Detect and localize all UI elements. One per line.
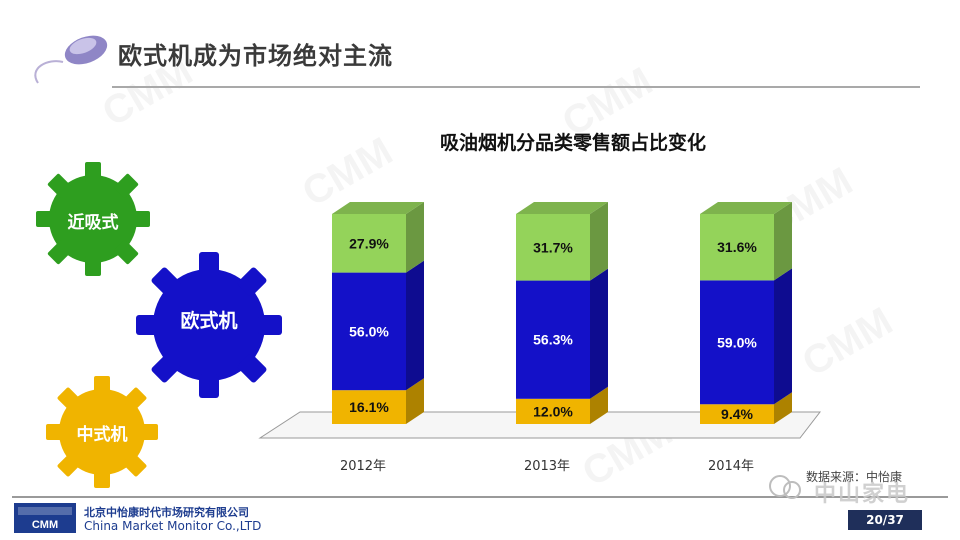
gear-european: 欧式机 — [134, 250, 284, 400]
gear-icon — [46, 376, 158, 488]
stacked-bar-chart: 16.1% 56.0% 27.9% 2012年 12.0% 56.3% 31.7% 2013年… — [258, 202, 822, 474]
company-name-cn: 北京中怡康时代市场研究有限公司 — [84, 506, 249, 519]
gear-near-suction: 近吸式 — [34, 160, 152, 278]
data-label: 31.7% — [533, 239, 573, 255]
cmm-logo: CMM — [14, 503, 76, 533]
bar-segment — [332, 390, 406, 424]
data-label: 16.1% — [349, 399, 389, 415]
page-number: 20/37 — [848, 510, 922, 530]
bar-segment — [516, 398, 590, 424]
bar-segment — [700, 404, 774, 424]
chart-title: 吸油烟机分品类零售额占比变化 — [440, 132, 707, 154]
wechat-watermark: 中山家电 — [814, 482, 911, 507]
bar-segment — [332, 214, 406, 273]
gear-icon — [136, 252, 282, 398]
bar-segment — [332, 272, 406, 391]
bar-segment — [700, 214, 774, 281]
x-tick-label: 2012年 — [340, 459, 386, 474]
bar-segment-side — [590, 268, 608, 399]
data-label: 12.0% — [533, 403, 573, 419]
footer-divider — [12, 496, 948, 498]
bar-segment — [700, 280, 774, 405]
gear-label: 欧式机 — [180, 310, 238, 332]
slide-title: 欧式机成为市场绝对主流 — [118, 42, 393, 70]
bar-segment-side — [590, 202, 608, 281]
data-source-note: 数据来源：中怡康 — [806, 470, 903, 484]
gear-icon — [36, 162, 150, 276]
x-tick-label: 2014年 — [708, 459, 754, 474]
bar-segment-side — [774, 202, 792, 281]
company-name-en: China Market Monitor Co.,LTD — [84, 519, 262, 533]
bar-segment — [516, 214, 590, 281]
data-label: 56.0% — [349, 323, 389, 339]
mouse-icon — [34, 35, 108, 84]
wechat-icon — [769, 475, 801, 499]
bar-segment-side — [774, 268, 792, 405]
data-label: 9.4% — [721, 406, 753, 422]
logo-text: CMM — [32, 519, 58, 531]
gear-chinese: 中式机 — [44, 374, 160, 490]
bar-segment-side — [406, 202, 424, 273]
data-label: 59.0% — [717, 334, 757, 350]
x-tick-label: 2013年 — [524, 459, 570, 474]
bar-segment — [516, 280, 590, 399]
title-divider — [112, 86, 920, 88]
bar-segment-top — [700, 202, 792, 214]
bar-segment-top — [516, 202, 608, 214]
bar-segment-side — [590, 386, 608, 424]
bar-segment-side — [774, 392, 792, 424]
gear-label: 近吸式 — [67, 213, 119, 233]
data-label: 27.9% — [349, 235, 389, 251]
bar-segment-top — [332, 202, 424, 214]
bar-segment-side — [406, 260, 424, 391]
bar-segment-side — [406, 378, 424, 424]
data-label: 56.3% — [533, 332, 573, 348]
gear-label: 中式机 — [76, 425, 128, 445]
data-label: 31.6% — [717, 239, 757, 255]
